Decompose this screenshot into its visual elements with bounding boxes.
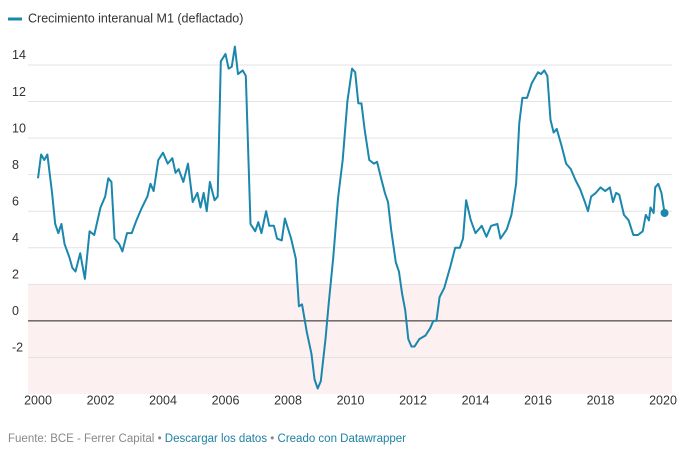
y-tick-label: 12 [12,85,26,99]
y-tick-label: 10 [12,121,26,135]
separator: • [270,433,275,445]
x-tick-label: 2002 [87,393,115,407]
source: Fuente: BCE - Ferrer Capital [8,433,155,445]
x-tick-label: 2000 [24,393,52,407]
y-tick-label: 0 [12,304,19,318]
legend-label: Crecimiento interanual M1 (deflactado) [28,11,243,25]
line [37,45,666,390]
y-tick-label: 4 [12,231,19,245]
footer: Fuente: BCE - Ferrer Capital • Descargar… [8,433,406,445]
x-tick-label: 2006 [212,393,240,407]
x-tick-label: 2020 [649,393,677,407]
x-tick-label: 2008 [274,393,302,407]
y-tick-label: -2 [12,341,23,355]
y-tick-label: 2 [12,268,19,282]
x-tick-label: 2010 [337,393,365,407]
shaded-band [28,284,672,394]
x-tick-label: 2018 [587,393,615,407]
chart: Crecimiento interanual M1 (deflactado) -… [8,11,677,407]
end-point [660,209,669,218]
x-tick-label: 2004 [149,393,177,407]
y-tick-label: 6 [12,194,19,208]
credit-link[interactable]: Creado con Datawrapper [277,433,407,445]
y-tick-label: 14 [12,48,26,62]
download-link[interactable]: Descargar los datos [164,433,268,445]
x-tick-label: 2012 [399,393,427,407]
y-tick-label: 8 [12,158,19,172]
x-tick-label: 2016 [524,393,552,407]
x-tick-label: 2014 [462,393,490,407]
separator: • [157,433,162,445]
